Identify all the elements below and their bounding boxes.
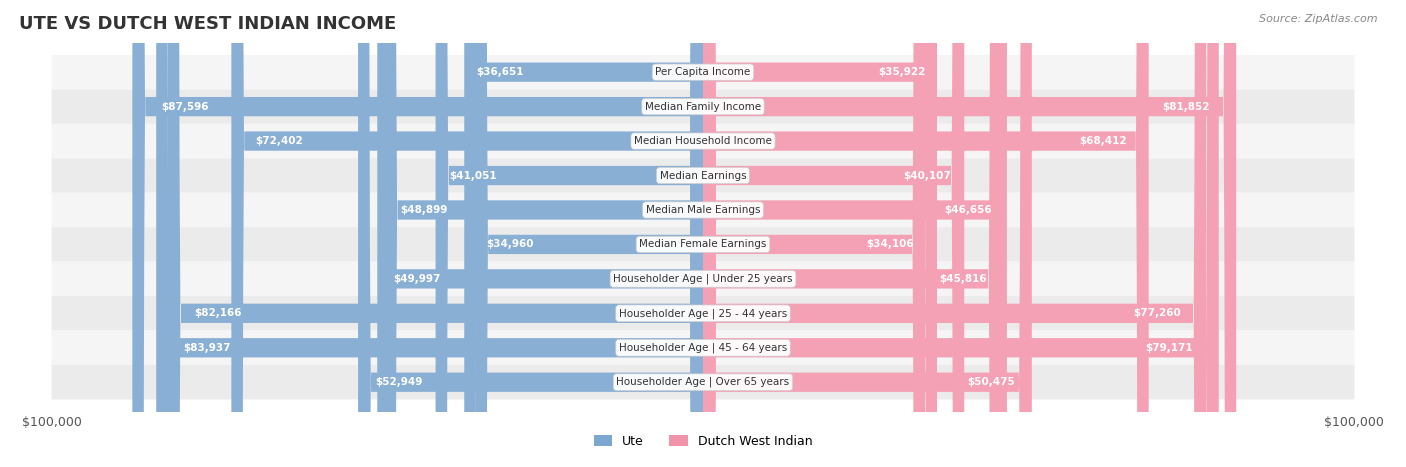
FancyBboxPatch shape	[132, 0, 703, 467]
Text: Median Household Income: Median Household Income	[634, 136, 772, 146]
Text: $35,922: $35,922	[877, 67, 925, 77]
FancyBboxPatch shape	[156, 0, 703, 467]
FancyBboxPatch shape	[52, 227, 1354, 262]
Text: Median Earnings: Median Earnings	[659, 170, 747, 181]
Text: UTE VS DUTCH WEST INDIAN INCOME: UTE VS DUTCH WEST INDIAN INCOME	[20, 15, 396, 33]
FancyBboxPatch shape	[52, 89, 1354, 124]
Text: $36,651: $36,651	[477, 67, 523, 77]
FancyBboxPatch shape	[52, 331, 1354, 365]
FancyBboxPatch shape	[703, 0, 1032, 467]
FancyBboxPatch shape	[436, 0, 703, 467]
Text: $49,997: $49,997	[394, 274, 441, 284]
Legend: Ute, Dutch West Indian: Ute, Dutch West Indian	[589, 430, 817, 453]
Text: $83,937: $83,937	[184, 343, 231, 353]
Text: $87,596: $87,596	[160, 102, 208, 112]
Text: $72,402: $72,402	[254, 136, 302, 146]
Text: $79,171: $79,171	[1146, 343, 1192, 353]
FancyBboxPatch shape	[52, 158, 1354, 193]
Text: $52,949: $52,949	[375, 377, 423, 387]
FancyBboxPatch shape	[52, 262, 1354, 296]
Text: $82,166: $82,166	[194, 308, 242, 318]
Text: $34,106: $34,106	[866, 240, 914, 249]
Text: $81,852: $81,852	[1161, 102, 1209, 112]
FancyBboxPatch shape	[52, 365, 1354, 399]
Text: Median Female Earnings: Median Female Earnings	[640, 240, 766, 249]
FancyBboxPatch shape	[703, 0, 1206, 467]
Text: Source: ZipAtlas.com: Source: ZipAtlas.com	[1260, 14, 1378, 24]
FancyBboxPatch shape	[703, 0, 1219, 467]
Text: $50,475: $50,475	[967, 377, 1015, 387]
FancyBboxPatch shape	[232, 0, 703, 467]
FancyBboxPatch shape	[703, 0, 965, 467]
Text: Per Capita Income: Per Capita Income	[655, 67, 751, 77]
Text: $48,899: $48,899	[401, 205, 447, 215]
Text: $46,656: $46,656	[943, 205, 991, 215]
FancyBboxPatch shape	[52, 124, 1354, 158]
Text: $68,412: $68,412	[1078, 136, 1126, 146]
FancyBboxPatch shape	[359, 0, 703, 467]
FancyBboxPatch shape	[52, 296, 1354, 331]
Text: $40,107: $40,107	[904, 170, 952, 181]
Text: Median Male Earnings: Median Male Earnings	[645, 205, 761, 215]
FancyBboxPatch shape	[384, 0, 703, 467]
FancyBboxPatch shape	[703, 0, 936, 467]
Text: Householder Age | 25 - 44 years: Householder Age | 25 - 44 years	[619, 308, 787, 318]
Text: Householder Age | 45 - 64 years: Householder Age | 45 - 64 years	[619, 342, 787, 353]
FancyBboxPatch shape	[703, 0, 1007, 467]
FancyBboxPatch shape	[52, 193, 1354, 227]
Text: $41,051: $41,051	[449, 170, 496, 181]
Text: Median Family Income: Median Family Income	[645, 102, 761, 112]
Text: Householder Age | Under 25 years: Householder Age | Under 25 years	[613, 274, 793, 284]
FancyBboxPatch shape	[52, 55, 1354, 89]
FancyBboxPatch shape	[703, 0, 1236, 467]
FancyBboxPatch shape	[464, 0, 703, 467]
FancyBboxPatch shape	[703, 0, 1149, 467]
Text: Householder Age | Over 65 years: Householder Age | Over 65 years	[616, 377, 790, 388]
FancyBboxPatch shape	[703, 0, 925, 467]
FancyBboxPatch shape	[703, 0, 1001, 467]
Text: $45,816: $45,816	[939, 274, 987, 284]
FancyBboxPatch shape	[377, 0, 703, 467]
FancyBboxPatch shape	[167, 0, 703, 467]
Text: $34,960: $34,960	[486, 240, 534, 249]
FancyBboxPatch shape	[475, 0, 703, 467]
Text: $77,260: $77,260	[1133, 308, 1181, 318]
